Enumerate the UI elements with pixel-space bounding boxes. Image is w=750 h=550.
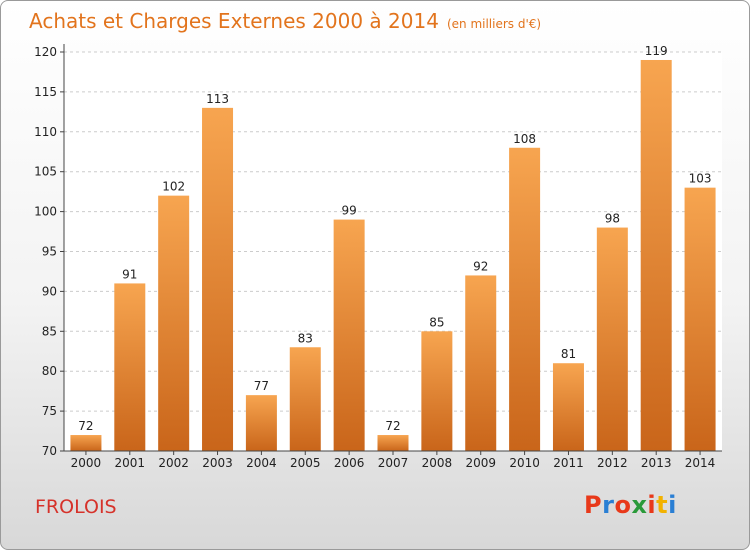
y-tick-label: 75 bbox=[42, 404, 57, 418]
logo-letter: i bbox=[668, 491, 677, 519]
x-tick-label: 2010 bbox=[509, 456, 540, 470]
y-tick-label: 120 bbox=[34, 45, 57, 59]
y-tick-label: 95 bbox=[42, 245, 57, 259]
place-name: FROLOIS bbox=[35, 496, 117, 518]
data-label: 92 bbox=[473, 259, 488, 273]
x-tick-label: 2002 bbox=[158, 456, 189, 470]
y-tick-label: 70 bbox=[42, 444, 57, 458]
bar bbox=[202, 107, 234, 452]
bar bbox=[245, 395, 277, 451]
data-label: 77 bbox=[254, 379, 269, 393]
data-label: 113 bbox=[206, 92, 229, 106]
logo-letter: o bbox=[614, 491, 632, 519]
data-label: 72 bbox=[385, 419, 400, 433]
y-tick-label: 105 bbox=[34, 165, 57, 179]
data-label: 102 bbox=[162, 180, 185, 194]
y-tick-label: 100 bbox=[34, 205, 57, 219]
x-tick-label: 2011 bbox=[553, 456, 584, 470]
y-tick-label: 80 bbox=[42, 364, 57, 378]
y-tick-label: 110 bbox=[34, 125, 57, 139]
x-tick-label: 2009 bbox=[465, 456, 496, 470]
data-label: 91 bbox=[122, 267, 137, 281]
bar bbox=[684, 187, 716, 451]
logo-letter: r bbox=[602, 491, 615, 519]
x-tick-label: 2004 bbox=[246, 456, 277, 470]
x-tick-label: 2013 bbox=[641, 456, 672, 470]
unit-label: (en milliers d'€) bbox=[446, 17, 542, 31]
logo-letter: x bbox=[631, 491, 648, 519]
data-label: 83 bbox=[298, 331, 313, 345]
x-tick-label: 2001 bbox=[115, 456, 146, 470]
data-label: 99 bbox=[341, 204, 356, 218]
bar bbox=[640, 59, 672, 451]
bar bbox=[465, 275, 497, 451]
y-tick-label: 90 bbox=[42, 284, 57, 298]
bar bbox=[333, 219, 365, 451]
bar bbox=[421, 331, 453, 451]
x-tick-label: 2003 bbox=[202, 456, 233, 470]
x-tick-label: 2006 bbox=[334, 456, 365, 470]
data-label: 81 bbox=[561, 347, 576, 361]
x-tick-label: 2012 bbox=[597, 456, 628, 470]
bar bbox=[70, 435, 102, 451]
x-tick-label: 2008 bbox=[422, 456, 453, 470]
logo-letter: t bbox=[656, 491, 669, 519]
x-tick-label: 2014 bbox=[685, 456, 716, 470]
data-label: 119 bbox=[645, 44, 668, 58]
bar bbox=[509, 147, 541, 451]
title-text: Achats et Charges Externes 2000 à 2014 bbox=[29, 9, 439, 33]
bar bbox=[114, 283, 146, 451]
proxiti-logo: Proxiti bbox=[584, 491, 677, 519]
data-label: 98 bbox=[605, 212, 620, 226]
bar bbox=[377, 435, 409, 451]
data-label: 85 bbox=[429, 315, 444, 329]
y-tick-label: 85 bbox=[42, 324, 57, 338]
logo-letter: i bbox=[647, 491, 657, 519]
x-tick-label: 2000 bbox=[71, 456, 102, 470]
data-label: 103 bbox=[689, 172, 712, 186]
y-tick-label: 115 bbox=[34, 85, 57, 99]
bar bbox=[158, 195, 190, 451]
chart-title: Achats et Charges Externes 2000 à 2014 (e… bbox=[29, 9, 541, 33]
bar bbox=[552, 363, 584, 451]
bar bbox=[596, 227, 628, 451]
logo-letter: P bbox=[584, 491, 603, 519]
bar bbox=[289, 347, 321, 451]
x-tick-label: 2005 bbox=[290, 456, 321, 470]
data-label: 108 bbox=[513, 132, 536, 146]
data-label: 72 bbox=[78, 419, 93, 433]
x-tick-label: 2007 bbox=[378, 456, 409, 470]
